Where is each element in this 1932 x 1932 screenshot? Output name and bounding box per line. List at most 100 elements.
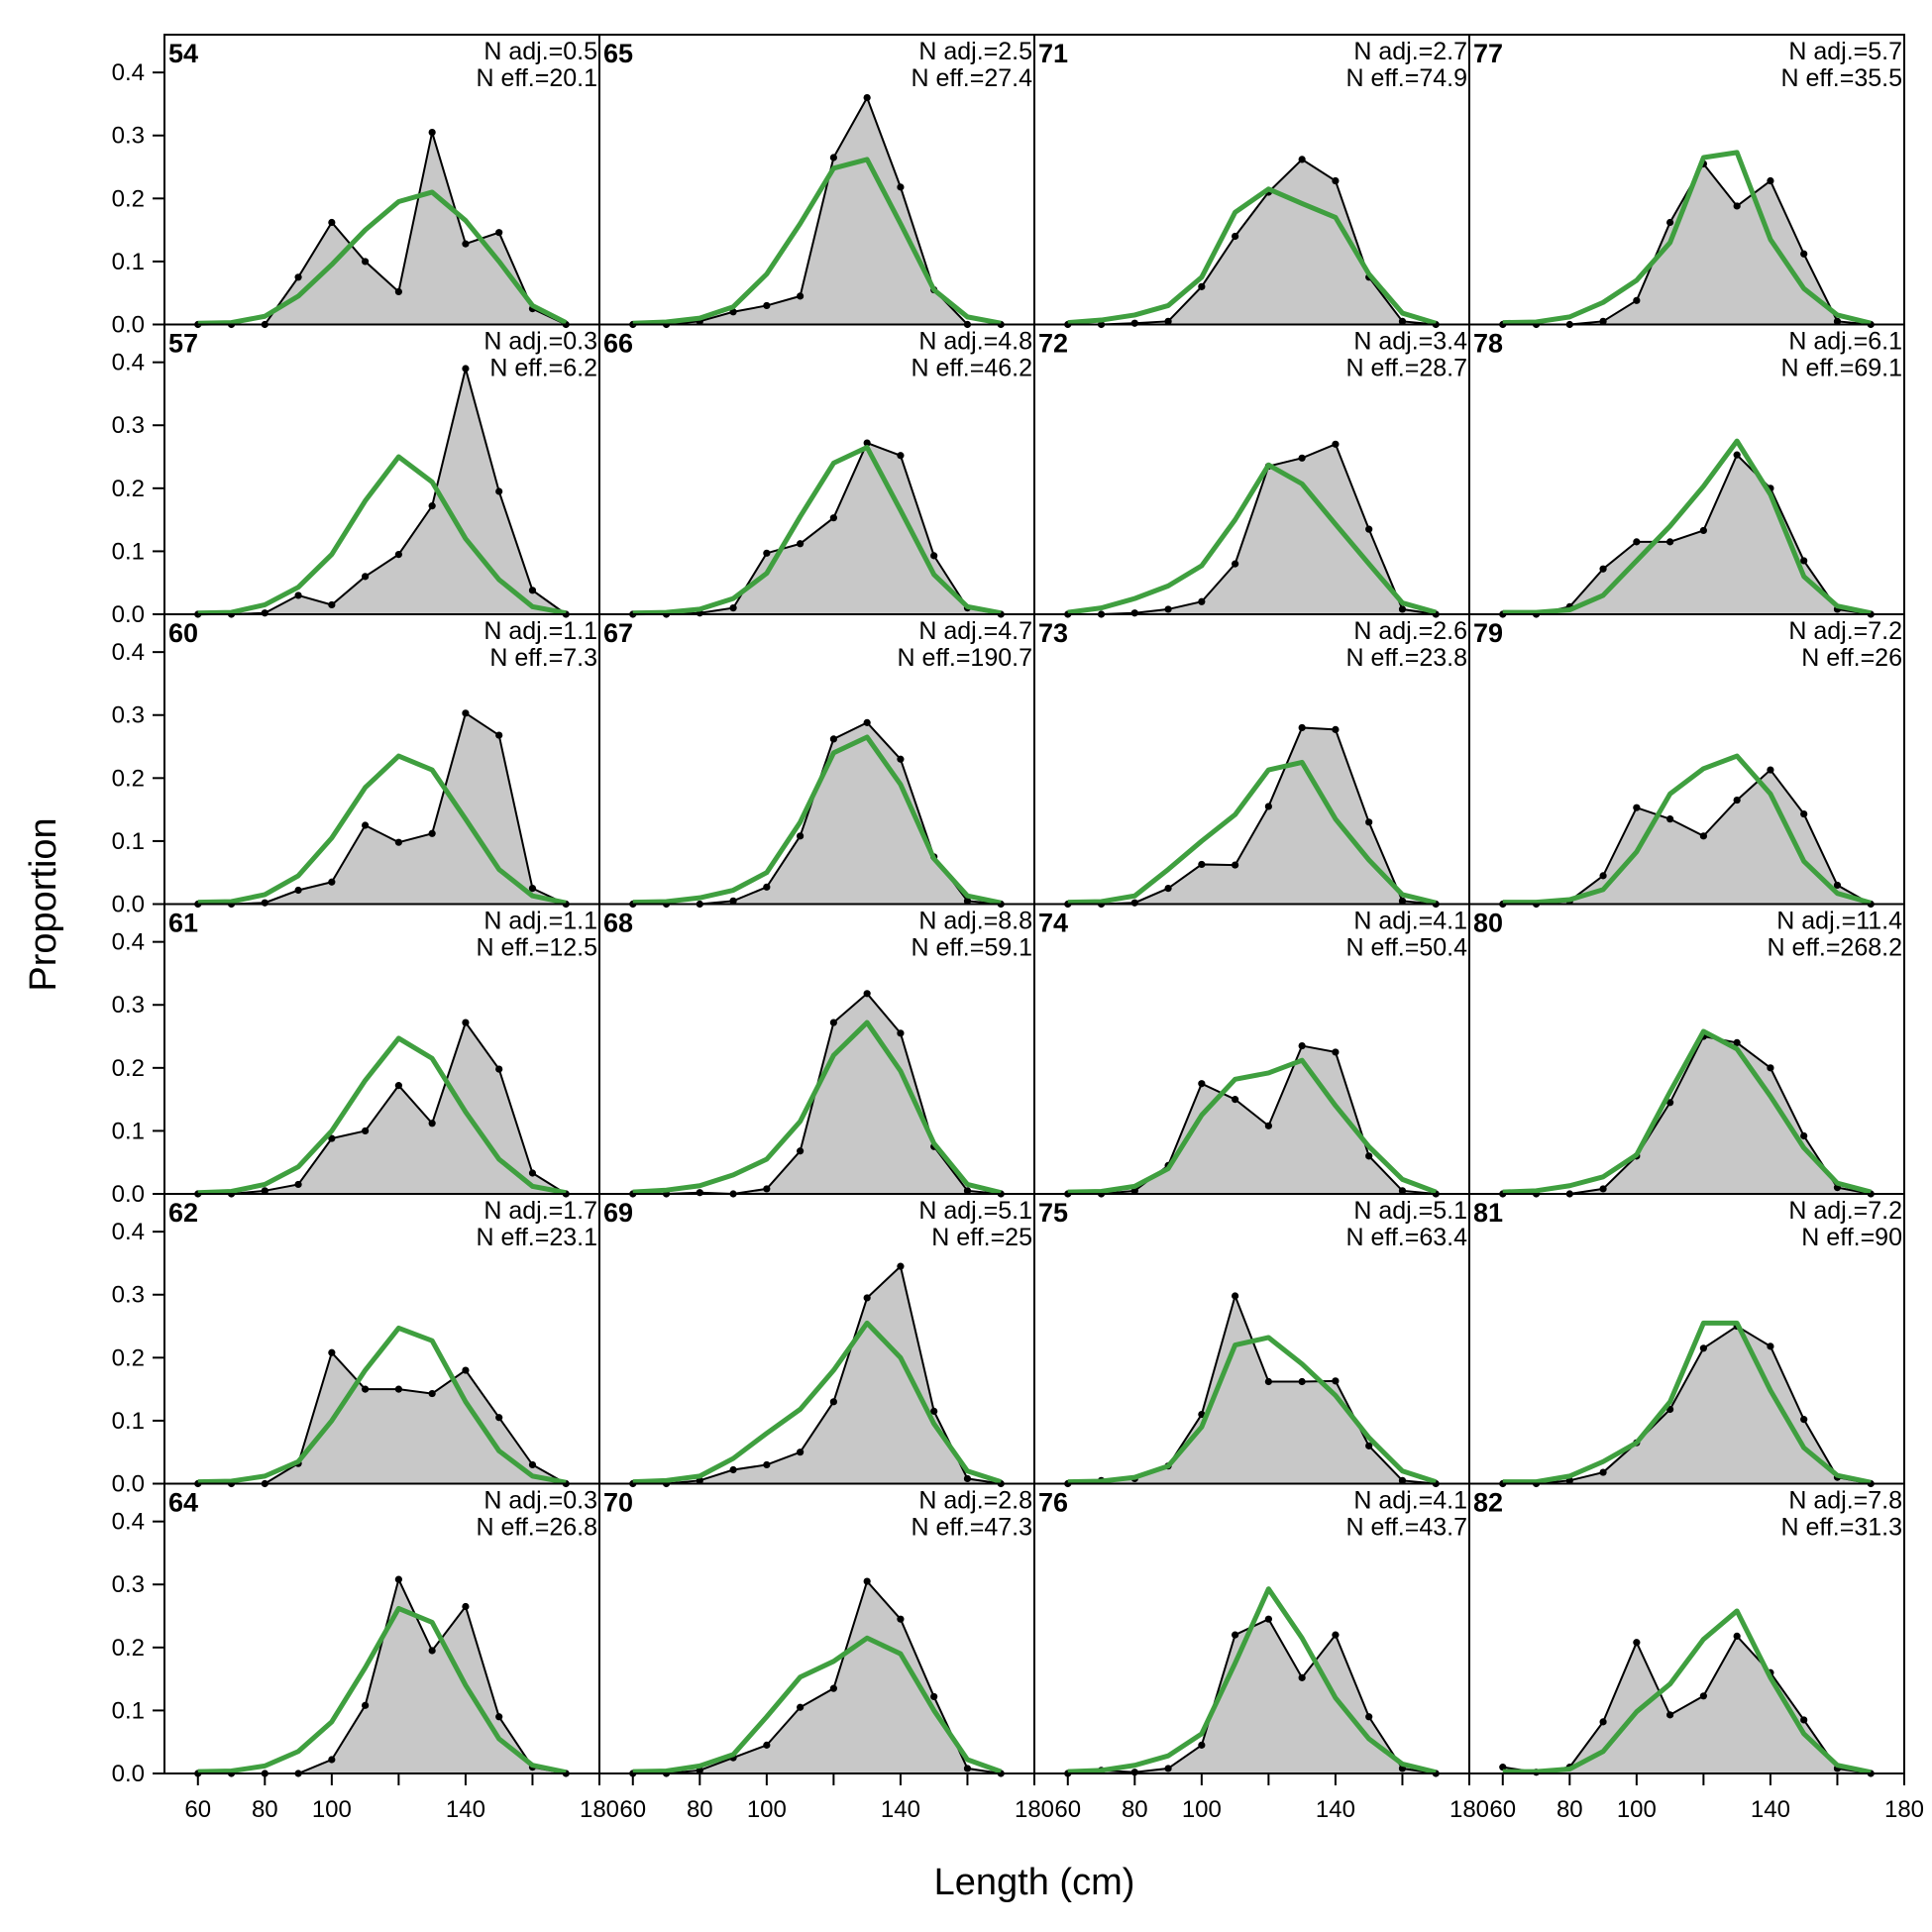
n-eff-label: N eff.=50.4 bbox=[1345, 934, 1467, 962]
x-tick-label: 180 bbox=[1884, 1796, 1924, 1823]
observed-point bbox=[428, 829, 436, 837]
panel-70: 70 N adj.=2.8N eff.=47.3 bbox=[598, 1482, 1035, 1777]
n-adj-label: N adj.=1.7 bbox=[483, 1197, 597, 1225]
observed-point bbox=[462, 365, 470, 373]
observed-point bbox=[1633, 538, 1641, 546]
observed-point bbox=[963, 897, 972, 905]
y-tick-label: 0.4 bbox=[112, 59, 145, 86]
y-tick-label: 0.2 bbox=[112, 765, 145, 792]
observed-area bbox=[632, 97, 1002, 325]
observed-area bbox=[632, 1266, 1002, 1484]
observed-point bbox=[930, 1407, 938, 1415]
observed-point bbox=[1298, 1673, 1306, 1681]
y-tick-label: 0.1 bbox=[112, 1118, 145, 1144]
n-adj-label: N adj.=0.3 bbox=[483, 1487, 597, 1515]
observed-point bbox=[1800, 557, 1808, 565]
observed-point bbox=[528, 1460, 537, 1469]
panel-label: 80 bbox=[1473, 909, 1503, 938]
panel-label: 65 bbox=[603, 39, 633, 68]
x-tick-label: 80 bbox=[687, 1796, 713, 1823]
x-tick-label: 140 bbox=[1316, 1796, 1355, 1823]
y-tick-label: 0.3 bbox=[112, 992, 145, 1019]
observed-point bbox=[1666, 815, 1674, 823]
observed-point bbox=[495, 1065, 503, 1073]
panel-label: 75 bbox=[1038, 1198, 1068, 1228]
observed-point bbox=[1767, 1342, 1774, 1350]
observed-point bbox=[1332, 440, 1340, 448]
n-adj-label: N adj.=1.1 bbox=[483, 617, 597, 645]
x-tick-label: 60 bbox=[184, 1796, 211, 1823]
observed-point bbox=[462, 1019, 470, 1026]
observed-area bbox=[1067, 159, 1437, 325]
observed-point bbox=[763, 549, 771, 557]
observed-point bbox=[1666, 1099, 1674, 1107]
observed-point bbox=[729, 308, 737, 316]
observed-point bbox=[897, 452, 905, 460]
observed-point bbox=[763, 1185, 771, 1193]
x-tick-label: 180 bbox=[580, 1796, 619, 1823]
observed-line bbox=[197, 711, 567, 906]
observed-point bbox=[1599, 317, 1607, 325]
x-tick-label: 80 bbox=[1122, 1796, 1148, 1823]
y-tick-label: 0.4 bbox=[112, 929, 145, 956]
panel-label: 77 bbox=[1473, 39, 1503, 68]
observed-point bbox=[1633, 804, 1641, 811]
n-eff-label: N eff.=31.3 bbox=[1780, 1514, 1902, 1542]
observed-area bbox=[197, 712, 567, 905]
y-tick-label: 0.2 bbox=[112, 185, 145, 212]
observed-point bbox=[1232, 1292, 1239, 1300]
observed-point bbox=[1232, 232, 1239, 241]
observed-point bbox=[797, 832, 805, 840]
observed-point bbox=[1298, 156, 1306, 163]
panel-81: 81 N adj.=7.2N eff.=90 bbox=[1468, 1193, 1905, 1488]
observed-point bbox=[261, 609, 268, 617]
observed-area bbox=[197, 1352, 567, 1484]
observed-point bbox=[797, 540, 805, 548]
expected-line bbox=[197, 1325, 567, 1485]
observed-point bbox=[495, 1713, 503, 1721]
expected-line bbox=[197, 753, 567, 906]
y-tick-label: 0.0 bbox=[112, 601, 145, 628]
y-tick-label: 0.3 bbox=[112, 123, 145, 150]
panel-frame bbox=[1468, 1482, 1905, 1774]
n-eff-label: N eff.=27.4 bbox=[911, 64, 1032, 92]
observed-point bbox=[1599, 1468, 1607, 1476]
observed-area bbox=[632, 443, 1002, 614]
panel-label: 79 bbox=[1473, 618, 1503, 648]
observed-line bbox=[197, 1020, 567, 1195]
y-tick-label: 0.3 bbox=[112, 1282, 145, 1309]
n-adj-label: N adj.=7.8 bbox=[1788, 1487, 1902, 1515]
observed-point bbox=[1633, 1639, 1641, 1647]
panel-label: 62 bbox=[168, 1198, 198, 1228]
observed-point bbox=[897, 183, 905, 191]
observed-point bbox=[1800, 1716, 1808, 1724]
expected-line bbox=[1502, 1028, 1872, 1195]
expected-line bbox=[197, 189, 568, 326]
observed-point bbox=[829, 1019, 837, 1026]
observed-point bbox=[294, 273, 302, 281]
n-eff-label: N eff.=7.3 bbox=[489, 644, 597, 672]
observed-point bbox=[1198, 860, 1206, 869]
n-eff-label: N eff.=20.1 bbox=[476, 64, 597, 92]
observed-point bbox=[495, 1414, 503, 1422]
observed-area bbox=[197, 1022, 567, 1194]
observed-area bbox=[1502, 1636, 1872, 1773]
n-adj-label: N adj.=5.1 bbox=[918, 1197, 1032, 1225]
observed-point bbox=[362, 258, 370, 266]
observed-point bbox=[1833, 881, 1842, 890]
observed-point bbox=[897, 1262, 905, 1270]
panel-label: 76 bbox=[1038, 1488, 1068, 1518]
observed-point bbox=[394, 287, 402, 296]
observed-point bbox=[963, 1474, 972, 1483]
observed-point bbox=[1699, 526, 1707, 535]
observed-point bbox=[1699, 832, 1707, 840]
observed-point bbox=[1365, 1442, 1373, 1449]
observed-point bbox=[394, 838, 402, 846]
observed-area bbox=[632, 1581, 1002, 1773]
observed-point bbox=[1733, 796, 1741, 805]
observed-point bbox=[963, 1187, 972, 1195]
n-eff-label: N eff.=12.5 bbox=[476, 934, 597, 962]
n-eff-label: N eff.=26.8 bbox=[476, 1514, 597, 1542]
observed-point bbox=[1332, 1048, 1340, 1056]
y-tick-label: 0.2 bbox=[112, 476, 145, 502]
